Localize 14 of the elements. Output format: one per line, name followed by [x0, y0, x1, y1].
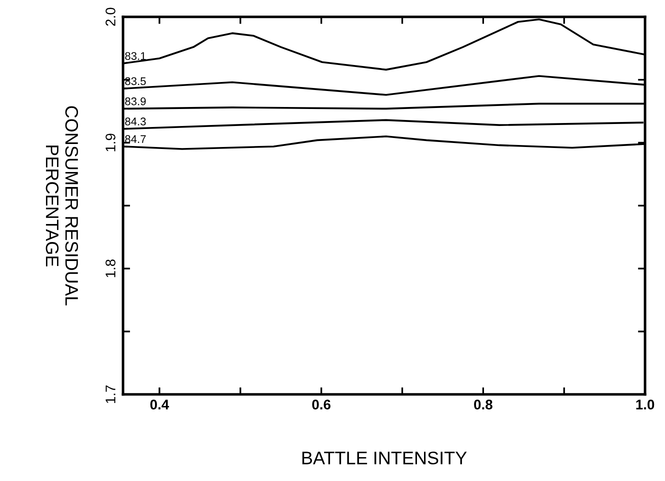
- y-tick-label: 1.7: [106, 385, 116, 404]
- series-label: 83.1: [125, 52, 146, 60]
- y-tick-label: 1.8: [106, 260, 116, 278]
- x-tick-label: 0.4: [150, 400, 170, 410]
- x-tick-label: 0.8: [474, 400, 492, 410]
- series-label: 83.5: [125, 77, 146, 86]
- series-label: 83.9: [125, 97, 146, 106]
- text: 1.0: [636, 400, 654, 410]
- y-axis-title: CONSUMER RESIDUAL PERCENTAGE: [46, 106, 78, 306]
- text: 2.0: [106, 8, 116, 26]
- series-label: 84.3: [125, 118, 146, 126]
- x-axis-title: BATTLE INTENSITY: [302, 452, 467, 464]
- y-tick-label: 1.9: [106, 134, 116, 152]
- x-tick-label: 0.6: [312, 400, 330, 410]
